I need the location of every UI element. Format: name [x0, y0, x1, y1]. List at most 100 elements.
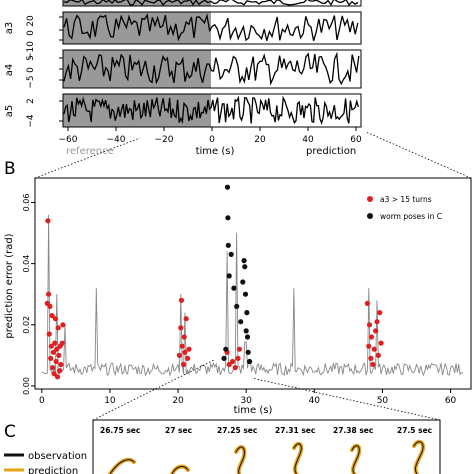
pose-time-5: 27.38 sec	[333, 426, 373, 435]
point-turn	[46, 331, 52, 337]
point-turn	[226, 361, 232, 368]
trace-box-a3	[62, 11, 362, 45]
b-ytick-label: 0.04	[22, 255, 31, 273]
point-turn	[60, 322, 66, 328]
a3-tick-20: 20	[26, 15, 36, 27]
a-xtick-label: 20	[254, 135, 266, 145]
point-turn	[182, 349, 188, 355]
point-turn	[183, 316, 189, 322]
point-turn	[374, 319, 380, 325]
reference-label: reference	[66, 146, 114, 157]
worm-pose-2-observation	[171, 466, 189, 474]
point-turn	[236, 346, 242, 352]
b-xtick-label: 20	[172, 396, 184, 406]
point-turn	[50, 349, 57, 355]
error-trace	[41, 214, 464, 377]
worm-pose-5-observation	[351, 445, 360, 474]
point-turn	[368, 355, 374, 361]
a-xtick-label: 60	[350, 135, 362, 145]
zoom-line-left-ab	[34, 137, 141, 179]
pose-time-labels: 26.75 sec 27 sec 27.25 sec 27.31 sec 27.…	[100, 426, 432, 435]
a3-ticks: 20 0 −10	[26, 15, 36, 60]
pose-time-1: 26.75 sec	[100, 426, 140, 435]
point-pose	[231, 285, 237, 291]
point-pose	[226, 273, 232, 279]
point-pose	[224, 184, 231, 190]
panel-b: 0 10 20 30 40 50 60 0.00 0.02 0.04 0.06 time (s) p…	[4, 177, 472, 416]
a5-tick-neg4: −4	[26, 114, 36, 128]
zoom-line-right-bc	[251, 377, 441, 421]
point-turn	[378, 340, 384, 346]
point-pose	[243, 328, 249, 334]
b-xtick-label: 30	[240, 396, 252, 406]
point-turn	[46, 291, 52, 297]
panel-c: observation prediction 26.75 sec 27 sec …	[4, 419, 441, 474]
point-turn	[230, 358, 236, 365]
point-pose	[225, 242, 231, 248]
point-turn	[52, 340, 58, 346]
prediction-label: prediction	[306, 146, 356, 157]
b-legend: a3 > 15 turns worm poses in C	[367, 195, 442, 221]
a-ytick-marks	[59, 16, 63, 122]
point-turn	[178, 325, 184, 331]
reference-shade-2	[63, 12, 211, 44]
point-pose	[242, 291, 249, 297]
point-pose	[247, 358, 253, 365]
point-turn	[181, 334, 187, 340]
point-turn	[178, 297, 185, 303]
point-pose	[245, 349, 251, 355]
point-turn	[364, 300, 370, 306]
point-pose	[234, 303, 240, 309]
b-ytick-label: 0.02	[22, 316, 31, 334]
panel-label-c: C	[4, 422, 16, 442]
trace-line-2	[63, 13, 359, 42]
a5-tick-2: 2	[26, 98, 36, 104]
b-xtick-label: 40	[309, 396, 321, 406]
b-ytick-label: 0.00	[22, 377, 31, 395]
point-turn	[371, 346, 377, 352]
worm-poses	[108, 439, 425, 474]
point-turn	[232, 365, 238, 371]
trace-label-a5: a5	[4, 105, 15, 118]
point-turn	[47, 303, 53, 309]
point-turn	[48, 355, 54, 361]
a3-tick-0: 0	[26, 30, 36, 36]
a-xtick-label: −20	[155, 135, 174, 145]
legend-marker-black	[367, 213, 373, 219]
point-pose	[221, 355, 227, 361]
trace-box-1	[62, 0, 362, 7]
point-turn	[185, 355, 191, 361]
panel-label-b: B	[4, 159, 16, 179]
a4-ticks: 5 0 −5	[26, 55, 36, 89]
panel-a: a3 a4 a5 20 0 −10 5 0 −5 2 −4 −60 −40 −20 0…	[4, 0, 362, 157]
b-ylabel: prediction error (rad)	[4, 233, 15, 338]
trace-line-3	[63, 51, 360, 86]
point-turn	[366, 343, 372, 349]
zoom-line-left-bc	[92, 359, 215, 421]
worm-pose-6-observation	[413, 441, 424, 474]
a-xtick-label: 0	[209, 135, 215, 145]
worm-pose-3-observation	[235, 446, 245, 474]
trace-group	[63, 0, 360, 126]
legend-label-observation: observation	[28, 451, 87, 462]
point-turn	[49, 313, 55, 319]
point-turn	[235, 355, 241, 361]
a4-tick-neg5: −5	[26, 75, 36, 88]
legend-label-prediction: prediction	[28, 466, 78, 474]
point-pose	[244, 310, 250, 316]
point-turn	[176, 352, 182, 358]
legend-label-black: worm poses in C	[380, 212, 442, 221]
point-turn	[366, 322, 373, 328]
point-turn	[179, 343, 185, 349]
reference-shade-1	[63, 0, 211, 6]
a4-tick-5: 5	[26, 55, 36, 61]
worm-pose-3-prediction	[234, 445, 247, 474]
pose-time-2: 27 sec	[165, 426, 192, 435]
point-pose	[225, 215, 231, 221]
trace-line-1	[63, 0, 359, 6]
point-turn	[48, 343, 54, 349]
b-xtick-label: 10	[104, 396, 116, 406]
point-turn	[52, 316, 59, 322]
poses-box	[92, 419, 441, 474]
